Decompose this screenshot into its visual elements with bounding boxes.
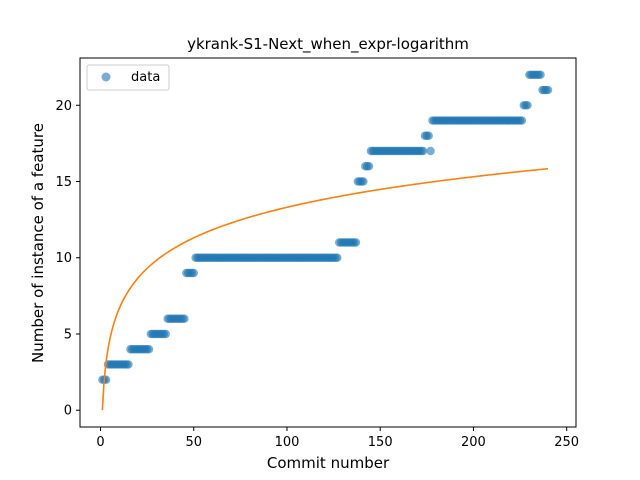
legend: data xyxy=(86,64,170,91)
data-point xyxy=(536,70,545,79)
data-point xyxy=(523,101,532,110)
data-point xyxy=(424,131,433,140)
data-point xyxy=(517,116,527,125)
y-axis: 0 5 10 15 20 xyxy=(55,99,80,419)
x-tick-label: 50 xyxy=(185,435,202,450)
legend-marker-data xyxy=(101,72,111,82)
x-tick-label: 200 xyxy=(461,435,486,450)
y-tick-label: 20 xyxy=(55,99,72,114)
x-axis-label: Commit number xyxy=(267,454,390,472)
data-point xyxy=(351,238,361,247)
data-point xyxy=(359,177,368,186)
data-point xyxy=(333,253,342,262)
data-point xyxy=(144,345,154,354)
data-point xyxy=(426,146,435,156)
x-tick-label: 0 xyxy=(96,435,104,450)
x-tick-label: 150 xyxy=(368,435,393,450)
data-point xyxy=(124,360,133,369)
fit-line xyxy=(101,167,549,411)
chart-title: ykrank-S1-Next_when_expr-logarithm xyxy=(187,35,469,54)
legend-label-data: data xyxy=(131,70,160,85)
data-point xyxy=(101,375,111,384)
x-tick-label: 100 xyxy=(275,435,300,450)
x-tick-label: 250 xyxy=(554,435,579,450)
data-point xyxy=(161,329,170,339)
plot-area xyxy=(98,70,553,411)
y-axis-label: Number of instance of a feature xyxy=(29,123,47,363)
data-point xyxy=(180,314,189,323)
y-tick-label: 15 xyxy=(55,175,72,190)
data-point xyxy=(189,268,198,278)
data-point xyxy=(418,146,428,156)
legend-box xyxy=(86,64,170,91)
data-point xyxy=(364,162,374,171)
axes-frame xyxy=(79,57,577,428)
y-tick-label: 10 xyxy=(55,251,72,266)
x-axis: 0 50 100 150 200 250 xyxy=(96,427,579,450)
y-tick-label: 5 xyxy=(64,327,72,342)
data-point xyxy=(543,85,553,95)
y-tick-label: 0 xyxy=(64,404,72,419)
